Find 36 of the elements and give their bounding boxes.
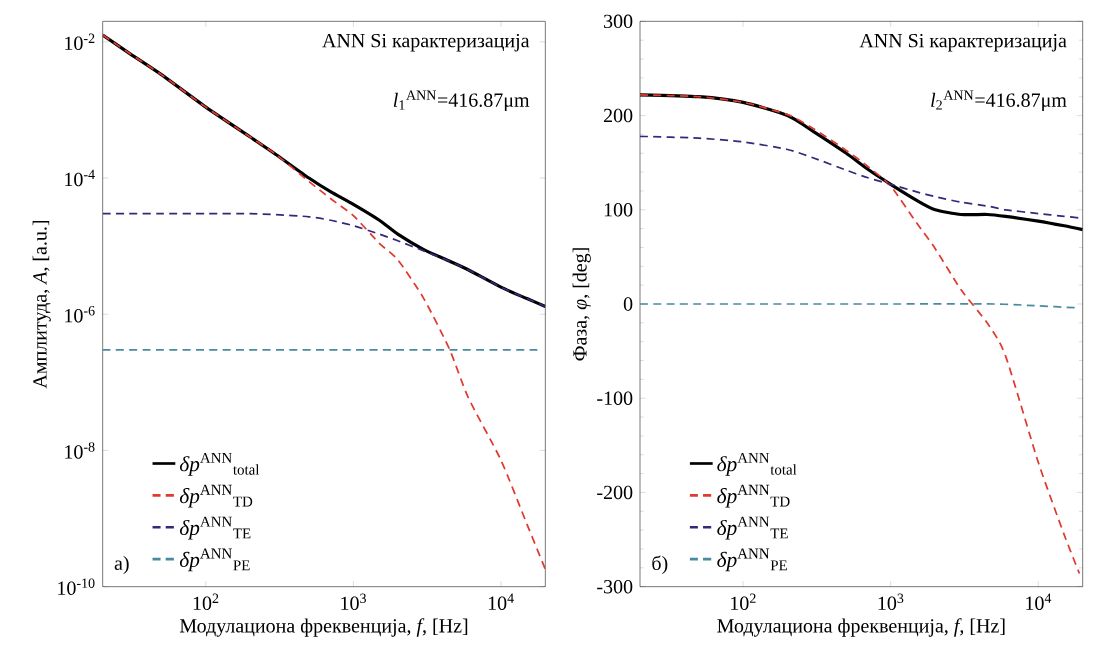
- annotation: l$_{2}$$^{ANN}$=416.87μm: [931, 90, 1067, 111]
- legend-label: δp$^{ANN}$TE: [717, 516, 788, 540]
- annotation: ANN Si карактеризација: [322, 33, 530, 52]
- y-tick-label: 10$^{-10}$: [58, 578, 95, 595]
- annotation: a): [114, 555, 129, 575]
- y-tick-label: 10$^{-8}$: [65, 442, 95, 459]
- y-tick-label: 10$^{-6}$: [65, 306, 95, 323]
- annotation: l$_{1}$$^{ANN}$=416.87μm: [393, 90, 530, 111]
- y-tick-label: 10$^{-4}$: [65, 169, 95, 187]
- x-tick-label: 10$^{2}$: [731, 593, 756, 611]
- y-tick-label: 100: [604, 203, 633, 217]
- legend-label: δp$^{ANN}$TE: [179, 516, 251, 540]
- legend-label: δp$^{ANN}$TD: [717, 484, 790, 508]
- y-axis-title: Амплитуда, A, [a.u.]: [32, 220, 51, 389]
- y-tick-label: 10$^{-2}$: [65, 33, 95, 51]
- y-tick-label: -100: [597, 391, 633, 405]
- x-tick-label: 10$^{3}$: [878, 593, 904, 611]
- x-tick-label: 10$^{2}$: [193, 593, 219, 611]
- annotation: ANN Si карактеризација: [859, 33, 1067, 52]
- legend-label: δp$^{ANN}$total: [717, 452, 797, 476]
- y-tick-label: 300: [604, 14, 633, 29]
- x-tick-label: 10$^{4}$: [488, 593, 514, 610]
- legend-label: δp$^{ANN}$total: [179, 452, 260, 476]
- y-tick-label: -300: [597, 579, 633, 594]
- y-axis-title: Фаза, φ, [deg]: [572, 248, 591, 361]
- y-tick-label: -200: [597, 485, 633, 500]
- x-axis-title: Модулациона фреквенција, f, [Hz]: [717, 618, 1005, 637]
- legend-label: δp$^{ANN}$PE: [179, 548, 250, 572]
- x-axis-title: Модулациона фреквенција, f, [Hz]: [179, 618, 468, 637]
- y-tick-label: 0: [623, 297, 633, 311]
- annotation: б): [652, 555, 668, 575]
- legend-label: δp$^{ANN}$PE: [717, 548, 787, 572]
- y-tick-label: 200: [603, 108, 633, 123]
- legend-label: δp$^{ANN}$TD: [179, 484, 253, 508]
- x-tick-label: 10$^{3}$: [341, 593, 366, 611]
- x-tick-label: 10$^{4}$: [1026, 593, 1052, 610]
